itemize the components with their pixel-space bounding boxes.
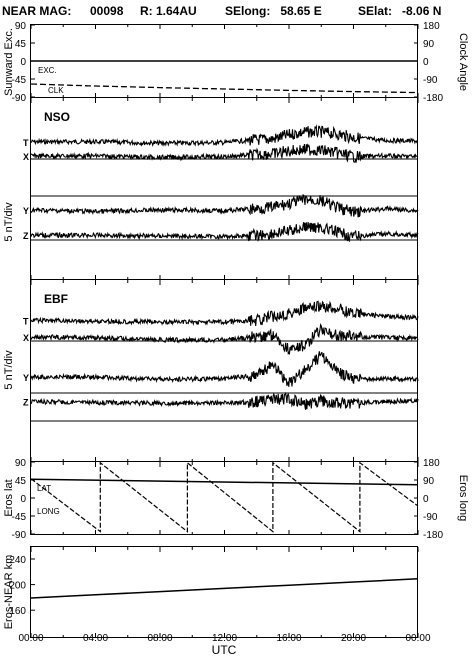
long-series-label: LONG xyxy=(37,507,60,516)
clock-ytick-label: -180 xyxy=(423,93,443,104)
header-day: 00098 xyxy=(90,4,124,18)
x-tick-label: 08:00 xyxy=(147,633,172,644)
distance-panel-frame xyxy=(30,546,418,638)
panel-frames xyxy=(30,24,418,638)
header-selat: SElat: -8.06 N xyxy=(358,4,441,18)
nso-label-x: X xyxy=(23,152,29,162)
header-range: R: 1.64AU xyxy=(140,4,197,18)
nso-series-x xyxy=(31,143,419,164)
sunward-ytick-label: -45 xyxy=(12,75,27,86)
x-tick-label: 20:00 xyxy=(341,633,366,644)
sunward-ytick-label: 45 xyxy=(15,39,27,50)
ebf-label-t: T xyxy=(23,316,29,326)
nso-label-y: Y xyxy=(23,206,29,216)
eros-long-ytick-label: 90 xyxy=(423,476,435,487)
ebf-series-y xyxy=(30,351,419,387)
nso-title: NSO xyxy=(44,110,70,124)
x-tick-label: 16:00 xyxy=(276,633,301,644)
eros-long-ytick-label: 0 xyxy=(423,494,429,505)
ebf-series-x xyxy=(30,323,419,355)
header-selong: SElong: 58.65 E xyxy=(225,4,322,18)
ebf-panel-frame xyxy=(30,279,418,462)
sunward-ytick-label: 90 xyxy=(15,21,27,32)
eros-long-ytick-label: 180 xyxy=(423,458,440,469)
ebf-series-z xyxy=(30,391,419,410)
lat-series-line xyxy=(30,478,419,486)
distance-series-line xyxy=(30,578,419,599)
y-axis-labels: Sunward Exc. Clock Angle 5 nT/div 5 nT/d… xyxy=(3,28,469,629)
eros-lat-ytick-label: -45 xyxy=(12,512,27,523)
trace-layer xyxy=(30,60,419,599)
tick-layer: 00:00 04:00 08:00 12:00 16:00 20:00 00:00 90 45 0… xyxy=(9,21,443,644)
eros-long-ylabel: Eros long xyxy=(457,475,469,521)
clock-ytick-label: 90 xyxy=(423,39,435,50)
nso-ylabel: 5 nT/div xyxy=(3,202,15,242)
eros-long-ytick-label: -180 xyxy=(423,530,443,541)
sunward-ylabel: Sunward Exc. xyxy=(3,28,15,96)
sunward-ytick-label: -90 xyxy=(12,93,27,104)
ebf-series-t xyxy=(30,300,419,326)
nso-series-y xyxy=(30,193,419,218)
x-tick-label: 00:00 xyxy=(18,633,43,644)
clock-ytick-label: 0 xyxy=(423,57,429,68)
x-axis-title: UTC xyxy=(212,643,237,656)
eros-lat-ytick-label: 0 xyxy=(20,494,26,505)
nso-series-t xyxy=(30,124,419,147)
ebf-label-z: Z xyxy=(23,398,29,408)
clock-ytick-label: 180 xyxy=(423,21,440,32)
distance-ytick-label: 200 xyxy=(9,581,26,592)
nso-label-z: Z xyxy=(23,231,29,241)
nso-series-z xyxy=(30,221,419,243)
exc-series-label: EXC. xyxy=(38,66,57,75)
x-tick-label: 00:00 xyxy=(405,633,430,644)
nso-panel-frame xyxy=(30,97,418,280)
eros-lat-ytick-label: 90 xyxy=(15,458,27,469)
ebf-label-x: X xyxy=(23,333,29,343)
lat-series-label: LAT xyxy=(37,484,51,493)
clock-ytick-label: -90 xyxy=(423,75,438,86)
distance-ylabel: Eros-NEAR km xyxy=(3,555,15,630)
ebf-label-y: Y xyxy=(23,373,29,383)
distance-ytick-label: 240 xyxy=(9,555,26,566)
ebf-title: EBF xyxy=(44,292,68,306)
distance-ytick-label: 160 xyxy=(9,606,26,617)
header: NEAR MAG: 00098 R: 1.64AU SElong: 58.65 … xyxy=(2,4,441,18)
ebf-ylabel: 5 nT/div xyxy=(3,350,15,390)
sunward-ytick-label: 0 xyxy=(20,57,26,68)
clk-series-line xyxy=(30,83,419,94)
header-mission: NEAR MAG: xyxy=(2,4,71,18)
eros-lat-ylabel: Eros lat xyxy=(3,479,15,516)
clk-series-label: CLK xyxy=(48,86,64,95)
eros-lat-ytick-label: 45 xyxy=(15,476,27,487)
x-tick-label: 12:00 xyxy=(212,633,237,644)
eros-lat-ytick-label: -90 xyxy=(12,530,27,541)
x-tick-label: 04:00 xyxy=(83,633,108,644)
clock-angle-ylabel: Clock Angle xyxy=(457,33,469,91)
eros-long-ytick-label: -90 xyxy=(423,512,438,523)
nso-label-t: T xyxy=(23,138,29,148)
long-series-line xyxy=(30,461,419,533)
